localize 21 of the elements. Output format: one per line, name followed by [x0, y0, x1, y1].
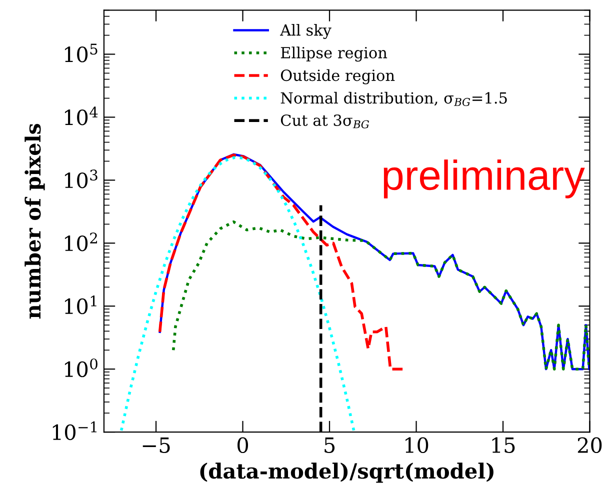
- x-tick-label: 20: [578, 437, 602, 454]
- y-axis-title: number of pixels: [24, 124, 45, 319]
- y-tick-label: 10$^{0}$: [64, 358, 98, 378]
- x-tick-label: 15: [492, 437, 515, 454]
- x-tick-label: −5: [142, 438, 170, 454]
- legend-label: Outside region: [280, 69, 395, 84]
- y-tick-label: 10$^{4}$: [64, 106, 98, 126]
- x-tick-label: 10: [406, 437, 428, 454]
- y-tick-label: 10$^{5}$: [64, 44, 98, 62]
- y-tick-label: 10$^{2}$: [64, 232, 97, 252]
- y-tick-label: 10$^{1}$: [64, 295, 96, 314]
- x-tick-label: 0: [238, 437, 248, 454]
- x-axis-title: (data-model)/sqrt(model): [200, 462, 494, 483]
- legend-label: All sky: [280, 24, 332, 39]
- legend-label: Cut at 3σ$_{BG}$: [280, 114, 369, 128]
- annotation: preliminary: [384, 160, 585, 198]
- x-tick-label: 5: [324, 438, 335, 454]
- legend-label: Ellipse region: [280, 46, 388, 62]
- y-tick-label: 10$^{−1}$: [52, 421, 96, 440]
- legend-label: Normal distribution, σ$_{BG}$=1.5: [280, 92, 507, 106]
- y-tick-label: 10$^{3}$: [64, 170, 98, 188]
